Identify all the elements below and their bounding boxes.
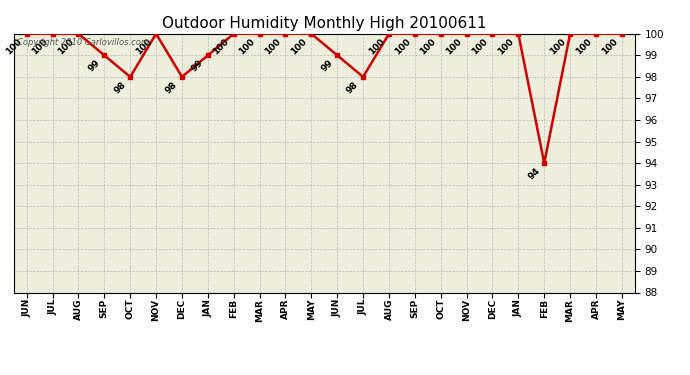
Text: 98: 98 xyxy=(112,80,128,95)
Text: 99: 99 xyxy=(86,58,101,74)
Text: 100: 100 xyxy=(134,36,153,56)
Text: 99: 99 xyxy=(319,58,335,74)
Text: 100: 100 xyxy=(496,36,515,56)
Text: 100: 100 xyxy=(289,36,308,56)
Text: 100: 100 xyxy=(57,36,76,56)
Text: 100: 100 xyxy=(548,36,567,56)
Text: 98: 98 xyxy=(345,80,360,95)
Text: 100: 100 xyxy=(471,36,490,56)
Text: 100: 100 xyxy=(212,36,231,56)
Title: Outdoor Humidity Monthly High 20100611: Outdoor Humidity Monthly High 20100611 xyxy=(162,16,486,31)
Text: 94: 94 xyxy=(526,166,542,181)
Text: 99: 99 xyxy=(190,58,205,74)
Text: 100: 100 xyxy=(444,36,464,56)
Text: 98: 98 xyxy=(164,80,179,95)
Text: 100: 100 xyxy=(264,36,283,56)
Text: 100: 100 xyxy=(393,36,412,56)
Text: 100: 100 xyxy=(30,36,50,56)
Text: 100: 100 xyxy=(574,36,593,56)
Text: 100: 100 xyxy=(367,36,386,56)
Text: Copyright 2010 Carlovillos.com: Copyright 2010 Carlovillos.com xyxy=(17,38,149,46)
Text: 100: 100 xyxy=(237,36,257,56)
Text: 100: 100 xyxy=(600,36,619,56)
Text: 100: 100 xyxy=(5,36,24,56)
Text: 100: 100 xyxy=(419,36,438,56)
